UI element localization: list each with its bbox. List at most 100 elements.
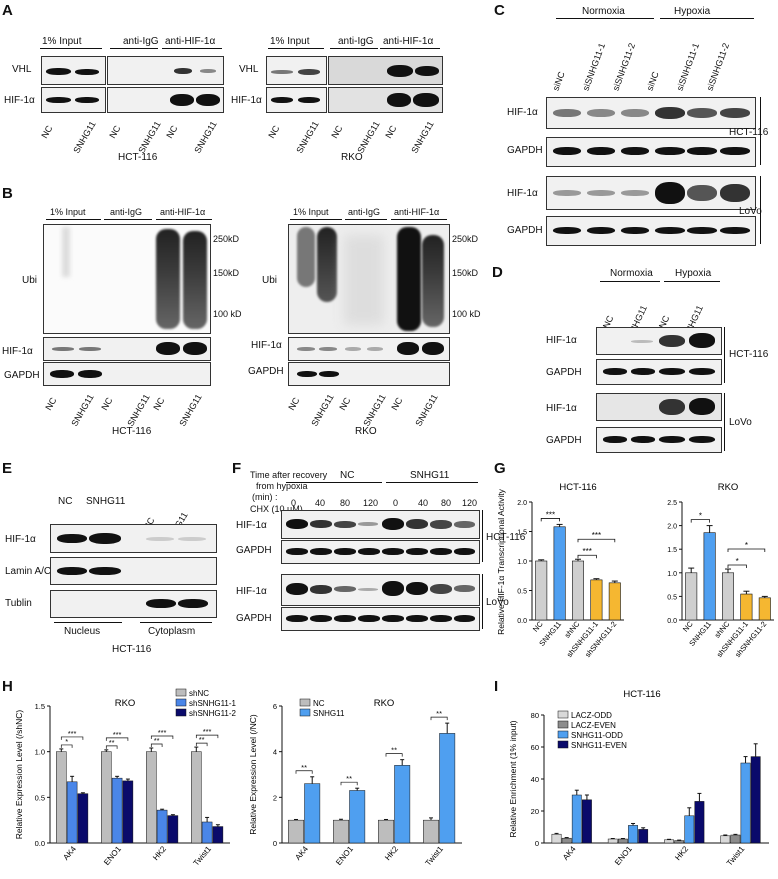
bar: [674, 840, 685, 844]
sig-bracket: [150, 735, 174, 740]
sig-label: **: [436, 709, 442, 718]
label-hif: HIF-1α: [507, 188, 538, 199]
blot: [281, 574, 480, 606]
sig-bracket: [430, 716, 448, 721]
x-tick-label: HK2: [151, 844, 168, 862]
panel-label-e: E: [2, 460, 13, 477]
label-gapdh: GAPDH: [507, 145, 543, 156]
legend-swatch: [557, 720, 569, 729]
blot: [281, 540, 480, 564]
label-chx: CHX (10 μM): [250, 504, 303, 514]
lane-label: NC: [329, 123, 345, 140]
bar: [122, 780, 134, 844]
lane-label: NC: [337, 395, 353, 412]
panel-label-f: F: [232, 460, 242, 477]
bar: [582, 799, 592, 844]
label-hif: HIF-1α: [236, 586, 267, 597]
timepoint: 120: [363, 498, 379, 508]
x-tick-label: HK2: [383, 844, 400, 862]
lane-label: SNHG11: [71, 119, 98, 155]
bar: [394, 765, 411, 844]
bar: [730, 834, 741, 844]
legend-swatch: [557, 740, 569, 749]
blot-ubi: [288, 224, 450, 334]
lane-label: SNHG11: [309, 392, 336, 428]
x-tick-label: HK2: [673, 844, 690, 862]
y-tick-label: 80: [531, 711, 539, 720]
chart-title: RKO: [115, 698, 136, 709]
panel-label-i: I: [494, 678, 499, 695]
legend-label: LACZ-ODD: [571, 711, 612, 720]
lane-label: NC: [58, 496, 73, 507]
blot: [546, 137, 756, 167]
y-tick-label: 0.5: [35, 793, 45, 802]
label-vhl: VHL: [12, 64, 32, 75]
y-tick-label: 20: [531, 807, 539, 816]
y-tick-label: 2.5: [667, 500, 677, 507]
panel-label-d: D: [492, 264, 503, 281]
timepoint: 40: [315, 498, 326, 508]
timepoint: 0: [291, 498, 297, 508]
lane-label: NC: [107, 123, 123, 140]
sig-label: ***: [113, 730, 122, 739]
header-normoxia: Normoxia: [582, 6, 625, 17]
header-igg: anti-IgG: [338, 36, 374, 47]
y-tick-label: 1.0: [667, 571, 677, 578]
sig-bracket: [105, 737, 129, 741]
bar: [201, 821, 213, 844]
legend-label: SNHG11-EVEN: [571, 741, 627, 750]
sig-bracket: [150, 743, 163, 748]
bar: [684, 815, 695, 844]
legend-swatch: [299, 698, 311, 707]
legend-swatch: [557, 730, 569, 739]
blot: [596, 427, 722, 453]
sig-label: **: [109, 738, 115, 747]
panel-label-a: A: [2, 2, 13, 19]
label-lamin: Lamin A/C: [5, 566, 52, 577]
lane-label: siNC: [550, 70, 567, 92]
y-tick-label: 2: [273, 793, 277, 802]
bar: [349, 790, 366, 844]
blot: [266, 87, 327, 113]
x-tick-label: ENO1: [102, 844, 123, 867]
cell-line-rko: RKO: [341, 152, 363, 163]
blot: [281, 607, 480, 631]
label-hif: HIF-1α: [251, 340, 282, 351]
header-hif: anti-HIF-1α: [165, 36, 216, 47]
lane-label: siSNHG11-2: [704, 41, 732, 92]
sig-label: **: [199, 735, 205, 744]
blot: [546, 176, 756, 210]
sig-label: ***: [203, 727, 212, 736]
blot: [546, 216, 756, 246]
legend-swatch: [175, 698, 187, 707]
bar: [608, 582, 621, 621]
bar: [571, 560, 585, 621]
mw-marker: 250kD: [452, 234, 479, 244]
blot: [328, 87, 443, 113]
header-input: 1% Input: [270, 36, 310, 47]
bar: [571, 794, 582, 844]
sig-bracket: [540, 518, 560, 522]
lane-label: NC: [99, 395, 115, 412]
bar: [304, 783, 321, 844]
bar: [553, 526, 566, 621]
lane-label: siSNHG11-2: [610, 41, 638, 92]
sig-label: *: [65, 737, 68, 746]
cell-line-hct116: HCT-116: [112, 644, 152, 655]
blot: [107, 56, 224, 85]
x-tick-label: AK4: [293, 844, 310, 862]
lane-label: SNHG11: [136, 119, 163, 155]
lane-label: NC: [286, 395, 302, 412]
sig-label: ***: [158, 728, 167, 737]
mw-marker: 100 kD: [452, 309, 481, 319]
lane-label: NC: [266, 123, 282, 140]
legend-label: shSNHG11-2: [189, 709, 237, 718]
timepoint: 80: [340, 498, 351, 508]
chart-title: RKO: [374, 698, 395, 709]
lane-label: SNHG11: [355, 119, 382, 155]
cell-line-lovo: LoVo: [739, 206, 762, 217]
bar: [740, 762, 751, 844]
y-axis-label: Relative Expression Level (/NC): [248, 714, 258, 835]
lane-label: NC: [164, 123, 180, 140]
y-tick-label: 1.0: [517, 559, 527, 566]
